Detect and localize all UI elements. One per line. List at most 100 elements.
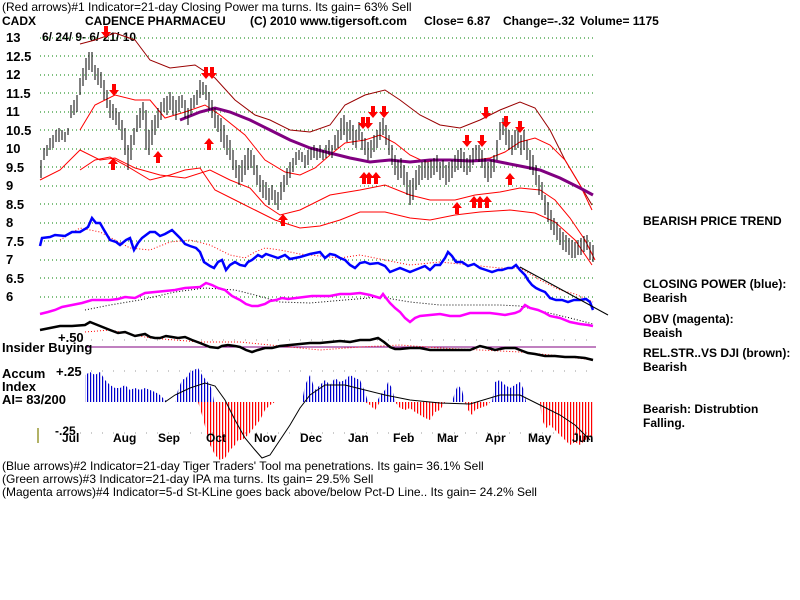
accum-negative (395, 402, 445, 420)
down-arrow-icon (477, 135, 487, 147)
accum-positive (175, 368, 214, 402)
close-price: Close= 6.87 (424, 14, 491, 28)
accum-status: Bearish: Distrubtion Falling. (643, 402, 759, 430)
x-tick: Apr (485, 431, 506, 445)
down-arrow-icon (109, 84, 119, 96)
up-arrow-icon (108, 158, 118, 170)
y-tick: 7 (6, 252, 14, 267)
up-arrow-icon (204, 138, 214, 150)
accum-positive (377, 382, 395, 402)
ai-value: AI= 83/200 (2, 392, 66, 407)
y-tick: 8 (6, 215, 14, 230)
price-bars (40, 52, 594, 262)
accum-grid (80, 370, 596, 434)
x-tick: Jul (62, 431, 80, 445)
x-tick: Jun (572, 431, 594, 445)
down-arrow-icon (462, 135, 472, 147)
minus25-label: -.25 (55, 424, 76, 438)
up-arrow-icon (371, 172, 381, 184)
accum-negative (465, 402, 490, 415)
plus50-label: +.50 (58, 330, 84, 345)
accum-ma-line (164, 382, 591, 459)
plus25-label: +.25 (56, 364, 82, 379)
down-arrow-icon (363, 117, 373, 129)
price-trend-status: BEARISH PRICE TREND (643, 214, 782, 228)
up-arrow-icon (482, 196, 492, 208)
y-tick: 11 (6, 104, 20, 119)
up-arrow-icon (364, 172, 374, 184)
up-arrow-icon (278, 214, 288, 226)
down-arrow-icon (515, 121, 525, 133)
y-tick: 13 (6, 30, 21, 45)
copyright-label: (C) 2010 www.tigersoft.com (250, 14, 407, 28)
moving-average-line (179, 106, 594, 197)
up-arrow-icon (475, 196, 485, 208)
closing-power-trendline (519, 266, 609, 316)
accum-label: Accum (2, 366, 46, 381)
indicator-1-line: (Red arrows)#1 Indicator=21-day Closing … (2, 0, 412, 14)
closing-power-line (38, 215, 595, 311)
lower-inner-band (79, 156, 593, 266)
accum-positive (302, 375, 368, 402)
y-tick: 12.5 (6, 49, 32, 64)
x-tick: May (528, 431, 552, 445)
down-arrow-icon (201, 67, 211, 79)
rel-strength-ma (84, 329, 594, 361)
obv-status: Beaish (643, 326, 683, 340)
x-tick: Mar (437, 431, 459, 445)
lower-band (39, 149, 596, 261)
down-arrow-icon (379, 106, 389, 118)
company-name: CADENCE PHARMACEU (85, 14, 226, 28)
rel-strength-line (39, 320, 594, 362)
x-tick: Sep (158, 431, 181, 445)
obv-line (39, 281, 594, 328)
indicator-2-line: (Blue arrows)#2 Indicator=21-day Tiger T… (2, 459, 484, 473)
up-arrow-icon (153, 151, 163, 163)
up-arrow-icon (469, 196, 479, 208)
y-tick: 11.5 (6, 86, 31, 101)
y-tick: 9.5 (6, 160, 25, 175)
y-tick: 8.5 (6, 197, 25, 212)
down-arrow-icon (481, 107, 491, 119)
y-tick: 6.5 (6, 271, 25, 286)
up-arrow-icon (505, 173, 515, 185)
obv-title: OBV (magenta): (643, 312, 734, 326)
x-tick: Feb (393, 431, 415, 445)
down-arrow-icon (501, 116, 511, 128)
rel-strength-status: Bearish (643, 360, 688, 374)
indicator-4-line: (Magenta arrows)#4 Indicator=5-d St-KLin… (2, 485, 537, 499)
y-tick: 7.5 (6, 234, 25, 249)
accum-positive (85, 372, 168, 402)
closing-power-ma (59, 227, 594, 303)
accum-negative (198, 402, 275, 460)
price-grid (40, 37, 596, 298)
closing-power-title: CLOSING POWER (blue): (643, 277, 787, 291)
upper-outer-band (79, 32, 593, 206)
sell-arrows (101, 26, 525, 147)
volume-value: Volume= 1175 (580, 14, 659, 28)
down-arrow-icon (101, 26, 111, 38)
change-value: Change=-.32 (503, 14, 575, 28)
x-tick: Dec (300, 431, 323, 445)
y-tick: 10.5 (6, 123, 32, 138)
buy-arrows (108, 138, 515, 226)
x-tick: Jan (348, 431, 369, 445)
down-arrow-icon (207, 67, 217, 79)
up-arrow-icon (452, 202, 462, 214)
accum-negative (540, 402, 593, 445)
rel-strength-title: REL.STR..VS DJI (brown): (643, 346, 791, 360)
insider-buying-label: Insider Buying (2, 340, 93, 355)
y-tick: 9 (6, 178, 14, 193)
indicator-3-line: (Green arrows)#3 Indicator=21-day IPA ma… (2, 472, 374, 486)
x-tick: Aug (113, 431, 137, 445)
ticker-label: CADX (2, 14, 37, 28)
y-tick: 12 (6, 67, 21, 82)
index-label: Index (2, 379, 36, 394)
accum-positive (492, 380, 526, 402)
accum-positive (452, 385, 465, 402)
x-tick: Nov (254, 431, 277, 445)
y-tick: 6 (6, 289, 14, 304)
y-tick: 10 (6, 141, 21, 156)
closing-power-status: Bearish (643, 291, 688, 305)
